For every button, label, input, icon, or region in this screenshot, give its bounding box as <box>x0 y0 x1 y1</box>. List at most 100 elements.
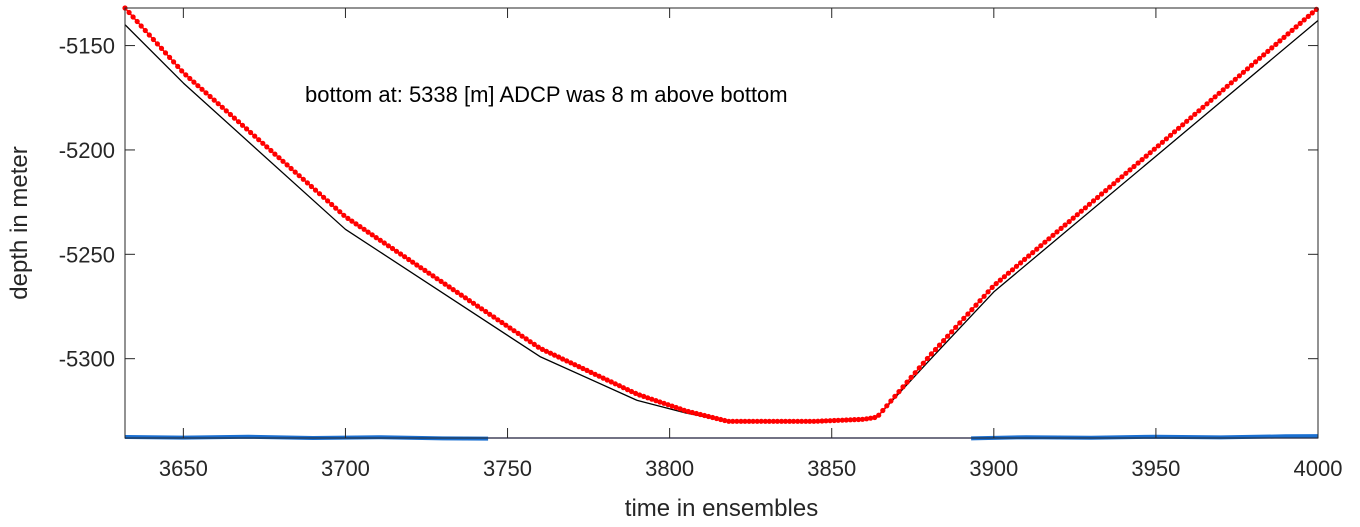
data-point <box>580 365 586 372</box>
data-point <box>1240 69 1246 75</box>
data-point <box>422 267 428 273</box>
data-point <box>1301 17 1307 23</box>
data-point <box>576 364 582 370</box>
data-point <box>333 205 339 211</box>
data-point <box>167 54 173 61</box>
data-point <box>235 119 242 125</box>
data-point <box>1289 27 1295 33</box>
data-point <box>669 403 675 409</box>
data-point <box>142 27 148 34</box>
x-tick-label: 3650 <box>159 456 208 481</box>
data-point <box>1309 10 1315 16</box>
data-point <box>677 406 683 412</box>
data-point <box>211 97 217 103</box>
data-point <box>551 352 558 358</box>
data-point <box>337 209 343 215</box>
data-point <box>1200 104 1206 110</box>
data-point <box>637 392 643 398</box>
data-point <box>381 240 387 246</box>
data-point <box>312 187 319 193</box>
series-layer <box>122 5 1319 441</box>
data-point <box>633 390 639 396</box>
data-point <box>1143 153 1149 159</box>
data-point <box>414 262 420 268</box>
data-point <box>361 226 367 232</box>
data-point <box>1123 170 1129 176</box>
data-point <box>657 399 663 405</box>
series-markers-red-markers <box>122 5 1319 424</box>
data-point <box>1115 177 1121 183</box>
data-point <box>734 418 740 424</box>
data-point <box>697 411 704 418</box>
data-point <box>308 183 314 190</box>
x-tick-label: 3700 <box>321 456 370 481</box>
data-point <box>466 298 472 304</box>
data-point <box>945 333 951 339</box>
data-point <box>539 346 546 352</box>
data-point <box>179 68 185 74</box>
data-point <box>430 273 436 279</box>
data-point <box>1220 87 1226 93</box>
data-point <box>418 265 424 271</box>
data-point <box>823 418 829 424</box>
data-point <box>969 307 975 313</box>
data-point <box>896 389 902 395</box>
data-point <box>260 140 266 146</box>
data-point <box>843 417 849 423</box>
data-point <box>446 284 452 290</box>
data-point <box>604 377 610 383</box>
x-axis-title: time in ensembles <box>625 495 818 522</box>
data-point <box>1232 76 1238 82</box>
data-point <box>385 243 391 249</box>
data-point <box>750 418 756 424</box>
data-point <box>1022 256 1028 262</box>
data-point <box>827 418 833 424</box>
data-point <box>171 59 177 65</box>
data-point <box>458 292 464 298</box>
data-point <box>1192 111 1198 117</box>
data-point <box>280 158 286 164</box>
data-point <box>138 23 144 29</box>
data-point <box>1001 274 1008 280</box>
data-point <box>475 303 481 309</box>
data-point <box>1236 73 1242 79</box>
data-point <box>183 72 189 78</box>
data-point <box>872 414 878 421</box>
data-point <box>325 198 331 204</box>
data-point <box>616 383 623 389</box>
data-point <box>641 393 647 399</box>
data-point <box>223 108 229 114</box>
data-point <box>398 251 404 257</box>
data-point <box>1147 150 1153 156</box>
data-point <box>957 320 963 326</box>
data-point <box>438 278 444 284</box>
data-point <box>868 415 874 421</box>
data-point <box>920 360 926 366</box>
data-point <box>1111 181 1117 187</box>
data-point <box>710 414 716 421</box>
data-point <box>1062 222 1068 228</box>
data-point <box>479 306 485 312</box>
data-point <box>515 330 521 336</box>
data-point <box>1253 59 1259 65</box>
data-point <box>543 348 550 354</box>
data-point <box>864 416 870 422</box>
data-point <box>620 385 627 391</box>
data-point <box>1082 205 1088 211</box>
data-point <box>134 18 140 25</box>
data-point <box>1119 174 1125 180</box>
data-point <box>689 409 695 416</box>
data-point <box>1086 201 1092 207</box>
data-point <box>1297 20 1303 26</box>
data-point <box>373 235 379 241</box>
data-point <box>1070 215 1076 221</box>
data-point <box>831 417 837 424</box>
data-point <box>774 418 781 424</box>
data-point <box>231 115 237 121</box>
data-point <box>288 165 294 172</box>
data-point <box>1257 55 1263 61</box>
data-point <box>835 417 841 423</box>
data-point <box>357 224 363 230</box>
data-point <box>511 328 517 334</box>
data-point <box>730 418 736 424</box>
